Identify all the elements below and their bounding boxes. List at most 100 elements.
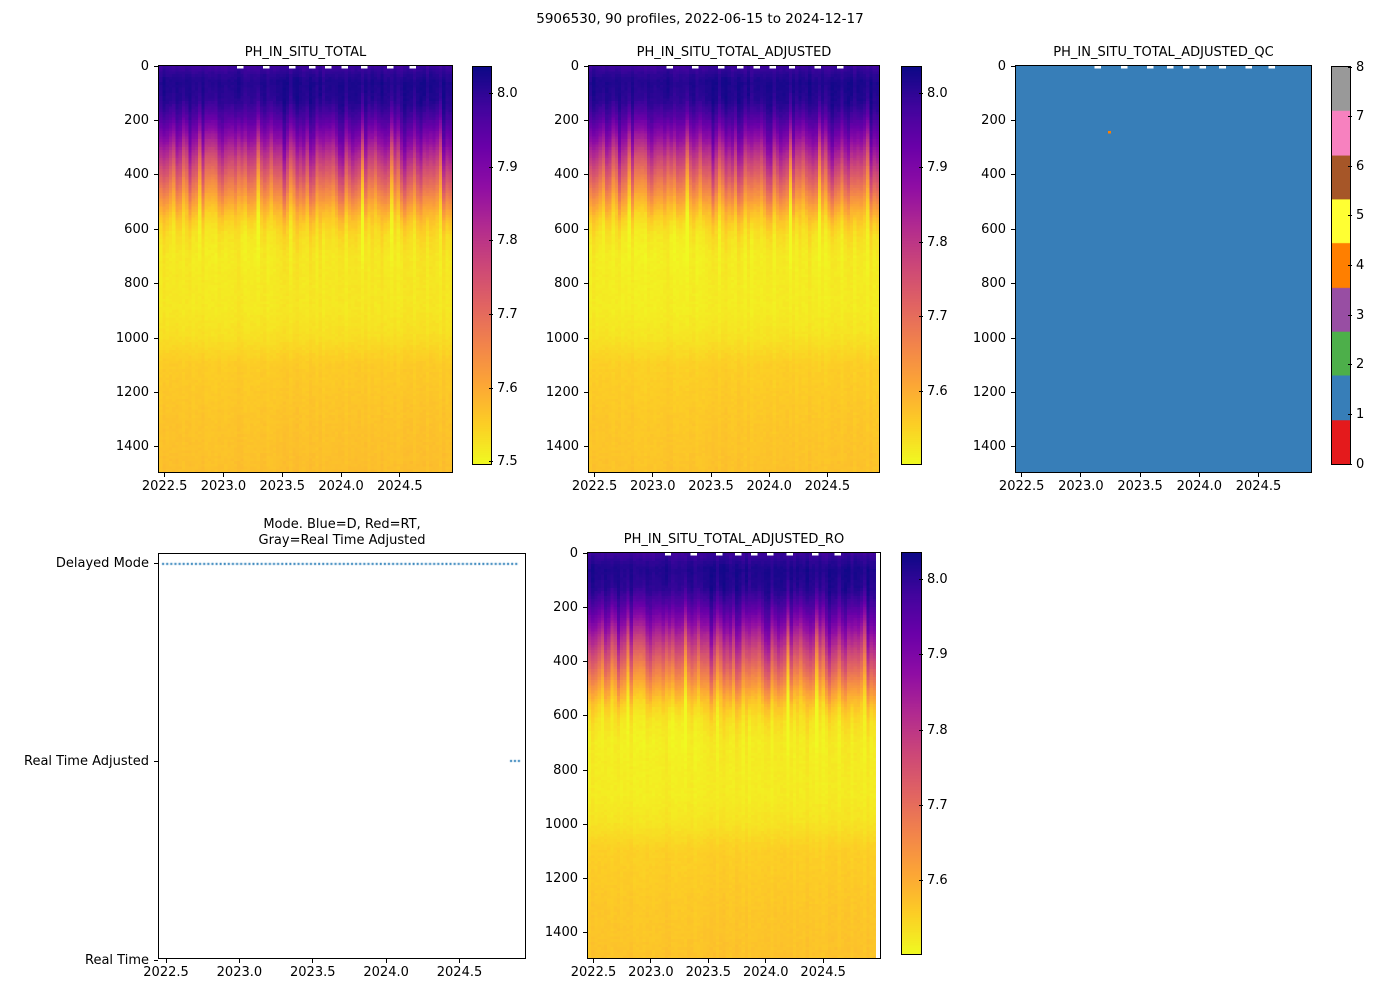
x-tick-label: 2023.5 [685,965,732,980]
x-tick-label: 2022.5 [143,965,189,980]
y-tick-label: 1000 [544,816,578,832]
x-tick-mark [281,473,283,477]
colorbar-tick-mark [489,240,493,242]
x-tick-label: 2023.0 [1058,479,1104,494]
x-tick-mark [238,959,240,963]
y-tick-mark [154,391,158,393]
x-tick-mark [650,959,652,963]
colorbar-gradient-ph-total [473,67,491,464]
axes-ph-total: PH_IN_SITU_TOTAL 2022.5 2023.0 2023.5 2024.… [116,45,453,493]
colorbar-tick-label: 4 [1356,258,1365,273]
x-tick-mark [399,473,401,477]
colorbar-tick-mark [1348,265,1352,266]
axes-ph-adjusted-qc: PH_IN_SITU_TOTAL_ADJUSTED_QC 2022.5 2023.… [973,45,1312,493]
y-tick-label: 1400 [545,439,579,455]
y-tick-label: 1200 [972,384,1006,400]
x-tick-mark [164,473,166,477]
y-tick-mark [583,715,587,717]
x-tick-label: 2022.5 [571,479,618,494]
y-tick-mark [1011,391,1015,393]
x-tick-label: 2022.5 [570,965,617,980]
x-tick-mark [768,473,770,477]
x-tick-mark [826,473,828,477]
y-tick-label: 600 [554,221,579,237]
colorbar-gradient-ph-adjusted [902,67,921,464]
y-tick-label: 200 [554,112,579,128]
y-tick-label: Delayed Mode [55,556,149,572]
y-tick-mark [1011,174,1015,176]
y-tick-mark [1011,228,1015,230]
y-tick-label: 600 [124,221,149,237]
y-tick-mark [154,959,158,961]
y-tick-label: 1400 [972,439,1006,455]
x-tick-label: 2023.0 [200,479,247,494]
y-tick-label: 200 [553,599,578,615]
colorbar-tick-mark [919,316,923,318]
y-tick-label: 1200 [545,384,579,400]
y-tick-label: 200 [124,112,149,128]
x-tick-mark [710,473,712,477]
colorbar-tick-mark [919,729,923,731]
y-tick-label: 0 [570,58,579,74]
x-tick-mark [593,959,594,963]
colorbar-tick-mark [1348,364,1352,366]
y-tick-label: 0 [569,545,578,561]
x-tick-label: 2024.0 [363,965,409,980]
x-tick-label: 2024.0 [318,479,364,494]
y-tick-label: 800 [553,762,578,778]
y-tick-label: 800 [124,276,149,292]
colorbar-tick-mark [1348,413,1352,415]
y-tick-label: 600 [553,708,578,724]
colorbar-tick-mark [1348,463,1352,465]
colorbar-tick-mark [919,578,923,580]
x-tick-mark [652,473,654,477]
x-tick-label: 2023.5 [1117,479,1163,494]
axes-ph-adjusted-ro: PH_IN_SITU_TOTAL_ADJUSTED_RO 0 200 400 600 8… [545,532,881,979]
y-tick-label: 400 [124,167,149,183]
colorbar-tick-label: 6 [1356,158,1365,174]
x-tick-mark [1021,473,1023,477]
colorbar-tick-label: 7.7 [497,306,518,322]
colorbar-tick-mark [1348,165,1352,167]
y-tick-mark [584,174,588,176]
x-tick-label: 2024.5 [436,965,483,980]
colorbar-qc: 0 1 2 3 4 5 6 7 8 [1331,61,1364,471]
x-tick-label: 2023.0 [628,965,674,980]
y-tick-mark [1011,446,1015,448]
colorbar-tick-label: 8 [1356,59,1365,75]
x-tick-mark [1139,473,1141,477]
x-tick-mark [1080,473,1082,477]
y-tick-label: 0 [997,58,1006,74]
x-tick-label: 2022.5 [998,479,1045,494]
y-tick-mark [584,283,588,285]
axes-title-ph-adjusted-ro: PH_IN_SITU_TOTAL_ADJUSTED_RO [623,532,845,547]
y-tick-mark [583,769,587,771]
x-tick-mark [1198,473,1200,477]
colorbar-segments-qc [1332,67,1350,464]
x-tick-label: 2024.0 [1176,479,1223,494]
colorbar-tick-mark [489,461,493,463]
y-tick-mark [583,823,587,825]
x-tick-mark [707,959,709,963]
colorbar-tick-label: 2 [1356,357,1365,373]
y-tick-mark [1011,337,1015,339]
heatmap-ph-adjusted [589,66,879,472]
colorbar-tick-mark [489,166,493,168]
colorbar-tick-mark [489,93,493,95]
x-tick-label: 2024.0 [746,479,792,494]
x-tick-label: 2024.5 [800,965,846,980]
y-tick-label: 1000 [972,330,1006,346]
colorbar-tick-label: 7.8 [927,234,948,250]
colorbar-ph-adjusted-ro: 8.0 7.9 7.8 7.7 7.6 [901,552,948,955]
x-tick-mark [594,473,596,477]
x-tick-label: 2023.5 [290,965,336,980]
colorbar-tick-label: 7.7 [927,798,948,813]
y-tick-mark [583,878,587,880]
y-tick-label: 1400 [115,439,149,455]
y-tick-label: 400 [553,654,578,670]
colorbar-tick-mark [1348,66,1352,68]
axes-mode: Mode. Blue=D, Red=RT, Gray=Real Time Adj… [24,517,526,979]
y-tick-mark [584,228,588,230]
x-tick-label: 2023.5 [259,479,306,494]
